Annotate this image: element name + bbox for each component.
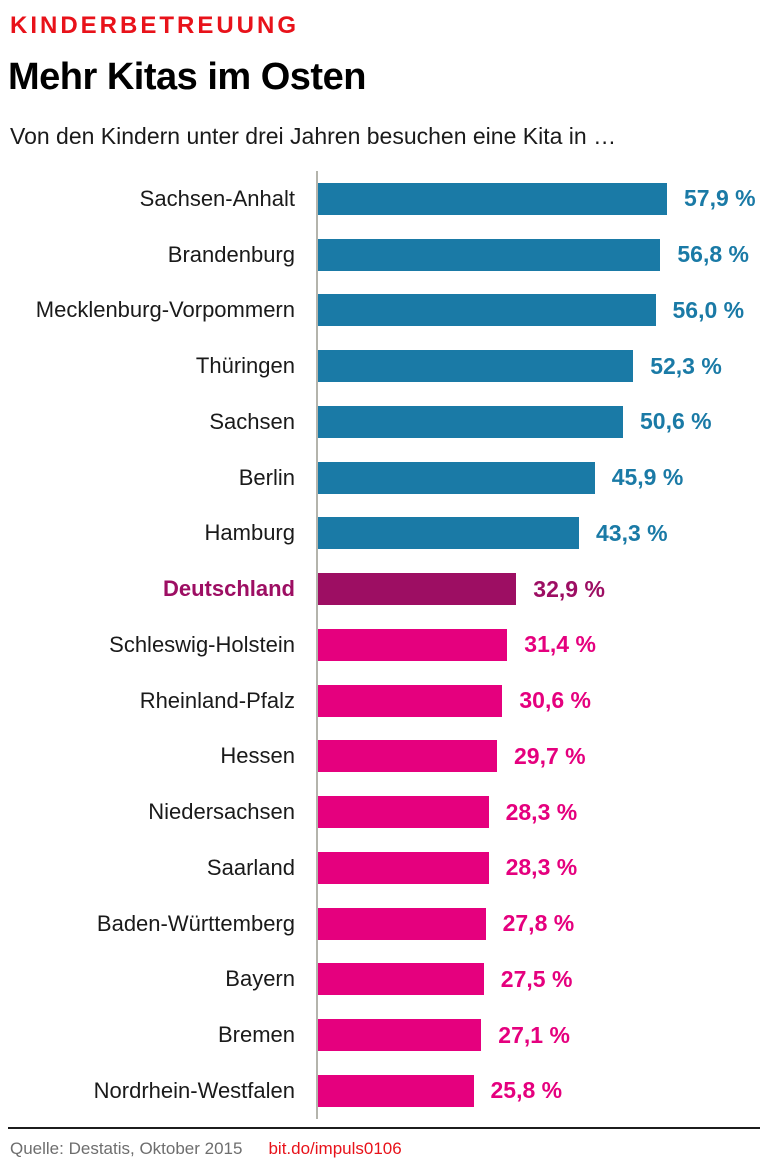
chart-row-sachsen: Sachsen 50,6 %: [0, 394, 768, 450]
bar-zone: 56,0 %: [316, 282, 768, 339]
bar-zone: 56,8 %: [316, 226, 768, 283]
bar-rheinland-pfalz: [318, 684, 503, 717]
category-label-thüringen: Thüringen: [195, 353, 295, 379]
category-label-schleswig-holstein: Schleswig-Holstein: [109, 631, 295, 657]
chart-row-baden-württemberg: Baden-Württemberg 27,8 %: [0, 895, 768, 952]
value-label-rheinland-pfalz: 30,6 %: [519, 687, 591, 714]
category-label-deutschland: Deutschland: [162, 576, 295, 602]
value-label-thüringen: 52,3 %: [650, 352, 722, 379]
chart-row-sachsen-anhalt: Sachsen-Anhalt 57,9 %: [0, 171, 768, 227]
bar-zone: 57,9 %: [316, 171, 768, 227]
bar-berlin: [318, 461, 595, 494]
chart-subtitle: Von den Kindern unter drei Jahren besuch…: [10, 123, 617, 149]
category-label-hamburg: Hamburg: [204, 520, 295, 546]
bar-brandenburg: [318, 238, 661, 271]
chart-row-bayern: Bayern 27,5 %: [0, 951, 768, 1008]
chart-row-deutschland: Deutschland 32,9 %: [0, 561, 768, 617]
bar-zone: 30,6 %: [316, 672, 768, 729]
value-label-hamburg: 43,3 %: [596, 519, 668, 546]
bar-deutschland: [318, 573, 517, 606]
bar-zone: 43,3 %: [316, 505, 768, 562]
bar-bayern: [318, 963, 484, 996]
category-label-niedersachsen: Niedersachsen: [148, 799, 295, 825]
value-label-bayern: 27,5 %: [500, 965, 573, 992]
category-label-nordrhein-westfalen: Nordrhein-Westfalen: [93, 1077, 295, 1103]
source-text: Quelle: Destatis, Oktober 2015: [10, 1139, 243, 1158]
bar-mecklenburg-vorpommern: [318, 294, 656, 327]
footer-divider: [8, 1127, 760, 1129]
category-label-saarland: Saarland: [206, 854, 295, 880]
bar-zone: 31,4 %: [316, 617, 768, 673]
value-label-sachsen: 50,6 %: [640, 408, 712, 435]
bar-thüringen: [318, 350, 634, 383]
value-label-baden-württemberg: 27,8 %: [502, 910, 575, 937]
value-label-niedersachsen: 28,3 %: [505, 798, 578, 825]
bar-sachsen: [318, 405, 623, 438]
category-label-hessen: Hessen: [220, 743, 295, 769]
bar-niedersachsen: [318, 796, 489, 829]
value-label-deutschland: 32,9 %: [533, 575, 605, 602]
value-label-saarland: 28,3 %: [505, 854, 578, 881]
value-label-hessen: 29,7 %: [514, 742, 586, 769]
bar-zone: 27,8 %: [316, 895, 768, 952]
page-title: Mehr Kitas im Osten: [8, 56, 366, 98]
category-label-bremen: Bremen: [217, 1022, 295, 1048]
value-label-berlin: 45,9 %: [611, 464, 684, 491]
chart-row-berlin: Berlin 45,9 %: [0, 449, 768, 506]
footer: Quelle: Destatis, Oktober 2015 bit.do/im…: [10, 1139, 402, 1159]
value-label-bremen: 27,1 %: [498, 1021, 570, 1048]
chart-row-brandenburg: Brandenburg 56,8 %: [0, 226, 768, 283]
bar-zone: 50,6 %: [316, 394, 768, 450]
bar-nordrhein-westfalen: [318, 1074, 474, 1107]
value-label-nordrhein-westfalen: 25,8 %: [490, 1077, 563, 1104]
bar-zone: 29,7 %: [316, 728, 768, 785]
value-label-sachsen-anhalt: 57,9 %: [684, 185, 756, 212]
chart-row-nordrhein-westfalen: Nordrhein-Westfalen 25,8 %: [0, 1063, 768, 1119]
bar-zone: 25,8 %: [316, 1063, 768, 1119]
chart-row-thüringen: Thüringen 52,3 %: [0, 338, 768, 394]
chart-row-mecklenburg-vorpommern: Mecklenburg-Vorpommern 56,0 %: [0, 282, 768, 339]
bar-sachsen-anhalt: [318, 182, 667, 215]
chart-row-saarland: Saarland 28,3 %: [0, 840, 768, 896]
chart-row-hessen: Hessen 29,7 %: [0, 728, 768, 785]
bar-zone: 27,1 %: [316, 1007, 768, 1063]
category-label-rheinland-pfalz: Rheinland-Pfalz: [139, 687, 295, 713]
chart-row-rheinland-pfalz: Rheinland-Pfalz 30,6 %: [0, 672, 768, 729]
bar-zone: 28,3 %: [316, 840, 768, 896]
chart-row-niedersachsen: Niedersachsen 28,3 %: [0, 784, 768, 840]
bar-schleswig-holstein: [318, 628, 508, 661]
value-label-schleswig-holstein: 31,4 %: [524, 631, 596, 658]
kicker-label: KINDERBETREUUNG: [10, 12, 300, 39]
value-label-mecklenburg-vorpommern: 56,0 %: [672, 296, 745, 323]
category-label-brandenburg: Brandenburg: [167, 241, 295, 267]
bar-zone: 32,9 %: [316, 561, 768, 617]
bar-zone: 45,9 %: [316, 449, 768, 506]
chart-row-hamburg: Hamburg 43,3 %: [0, 505, 768, 562]
bar-zone: 52,3 %: [316, 338, 768, 394]
bar-zone: 27,5 %: [316, 951, 768, 1008]
bar-zone: 28,3 %: [316, 784, 768, 840]
value-label-brandenburg: 56,8 %: [677, 241, 749, 268]
category-label-baden-württemberg: Baden-Württemberg: [96, 910, 295, 936]
bar-chart: Sachsen-Anhalt 57,9 % Brandenburg 56,8 % Mec…: [0, 171, 768, 1119]
category-label-berlin: Berlin: [238, 464, 295, 490]
bar-baden-württemberg: [318, 907, 486, 940]
chart-row-bremen: Bremen 27,1 %: [0, 1007, 768, 1063]
bar-saarland: [318, 851, 489, 884]
category-label-bayern: Bayern: [225, 966, 295, 992]
category-label-sachsen-anhalt: Sachsen-Anhalt: [139, 185, 295, 211]
bar-bremen: [318, 1019, 482, 1052]
bar-hessen: [318, 740, 497, 773]
bar-hamburg: [318, 517, 579, 550]
category-label-mecklenburg-vorpommern: Mecklenburg-Vorpommern: [35, 297, 295, 323]
chart-row-schleswig-holstein: Schleswig-Holstein 31,4 %: [0, 617, 768, 673]
source-link[interactable]: bit.do/impuls0106: [268, 1139, 402, 1158]
category-label-sachsen: Sachsen: [209, 408, 295, 434]
